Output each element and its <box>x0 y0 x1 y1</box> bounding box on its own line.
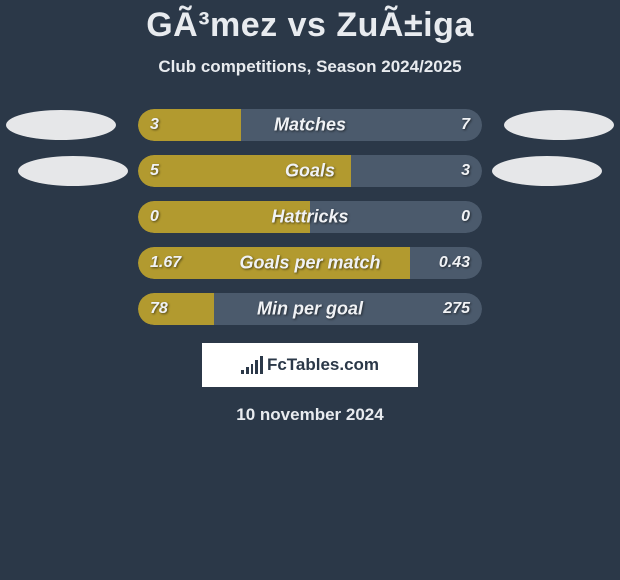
stat-value-right: 7 <box>461 116 470 134</box>
bars-icon <box>241 356 263 374</box>
player-right-marker <box>492 156 602 186</box>
stat-row: 37Matches <box>0 109 620 141</box>
stat-value-right: 3 <box>461 162 470 180</box>
bar-right-segment <box>310 201 482 233</box>
comparison-card: GÃ³mez vs ZuÃ±iga Club competitions, Sea… <box>0 0 620 425</box>
stat-bar: 78275Min per goal <box>138 293 482 325</box>
stat-row: 00Hattricks <box>0 201 620 233</box>
stat-bar: 37Matches <box>138 109 482 141</box>
bar-left-segment <box>138 201 310 233</box>
bar-right-segment <box>214 293 482 325</box>
stat-row: 78275Min per goal <box>0 293 620 325</box>
stat-row: 53Goals <box>0 155 620 187</box>
player-left-marker <box>6 110 116 140</box>
stat-value-left: 78 <box>150 300 168 318</box>
player-right-marker <box>504 110 614 140</box>
stat-value-right: 275 <box>443 300 470 318</box>
stat-value-left: 3 <box>150 116 159 134</box>
stat-value-right: 0 <box>461 208 470 226</box>
brand-text: FcTables.com <box>267 355 379 375</box>
bar-right-segment <box>241 109 482 141</box>
stat-value-left: 1.67 <box>150 254 181 272</box>
stat-row: 1.670.43Goals per match <box>0 247 620 279</box>
page-title: GÃ³mez vs ZuÃ±iga <box>0 6 620 45</box>
date-caption: 10 november 2024 <box>0 405 620 425</box>
player-left-marker <box>18 156 128 186</box>
stat-bar: 1.670.43Goals per match <box>138 247 482 279</box>
stat-bar: 53Goals <box>138 155 482 187</box>
stat-value-right: 0.43 <box>439 254 470 272</box>
stat-bar: 00Hattricks <box>138 201 482 233</box>
bar-left-segment <box>138 155 351 187</box>
stat-value-left: 5 <box>150 162 159 180</box>
stat-value-left: 0 <box>150 208 159 226</box>
stats-chart: 37Matches53Goals00Hattricks1.670.43Goals… <box>0 109 620 325</box>
brand-badge[interactable]: FcTables.com <box>202 343 418 387</box>
subtitle: Club competitions, Season 2024/2025 <box>0 57 620 77</box>
